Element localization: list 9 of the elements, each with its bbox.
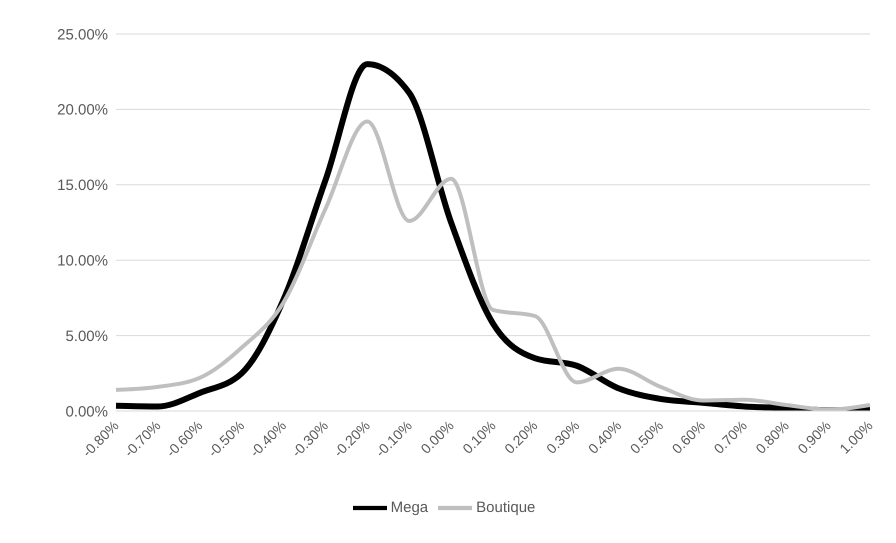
legend-label: Boutique	[476, 498, 536, 516]
y-tick-label: 10.00%	[57, 252, 108, 270]
y-tick-label: 20.00%	[57, 102, 108, 119]
y-tick-label: 25.00%	[57, 26, 108, 44]
legend-label: Mega	[390, 498, 428, 516]
y-tick-label: 5.00%	[65, 328, 108, 345]
y-tick-label: 0.00%	[65, 403, 108, 420]
line-series	[114, 119, 872, 411]
y-tick-label: 15.00%	[57, 177, 108, 194]
